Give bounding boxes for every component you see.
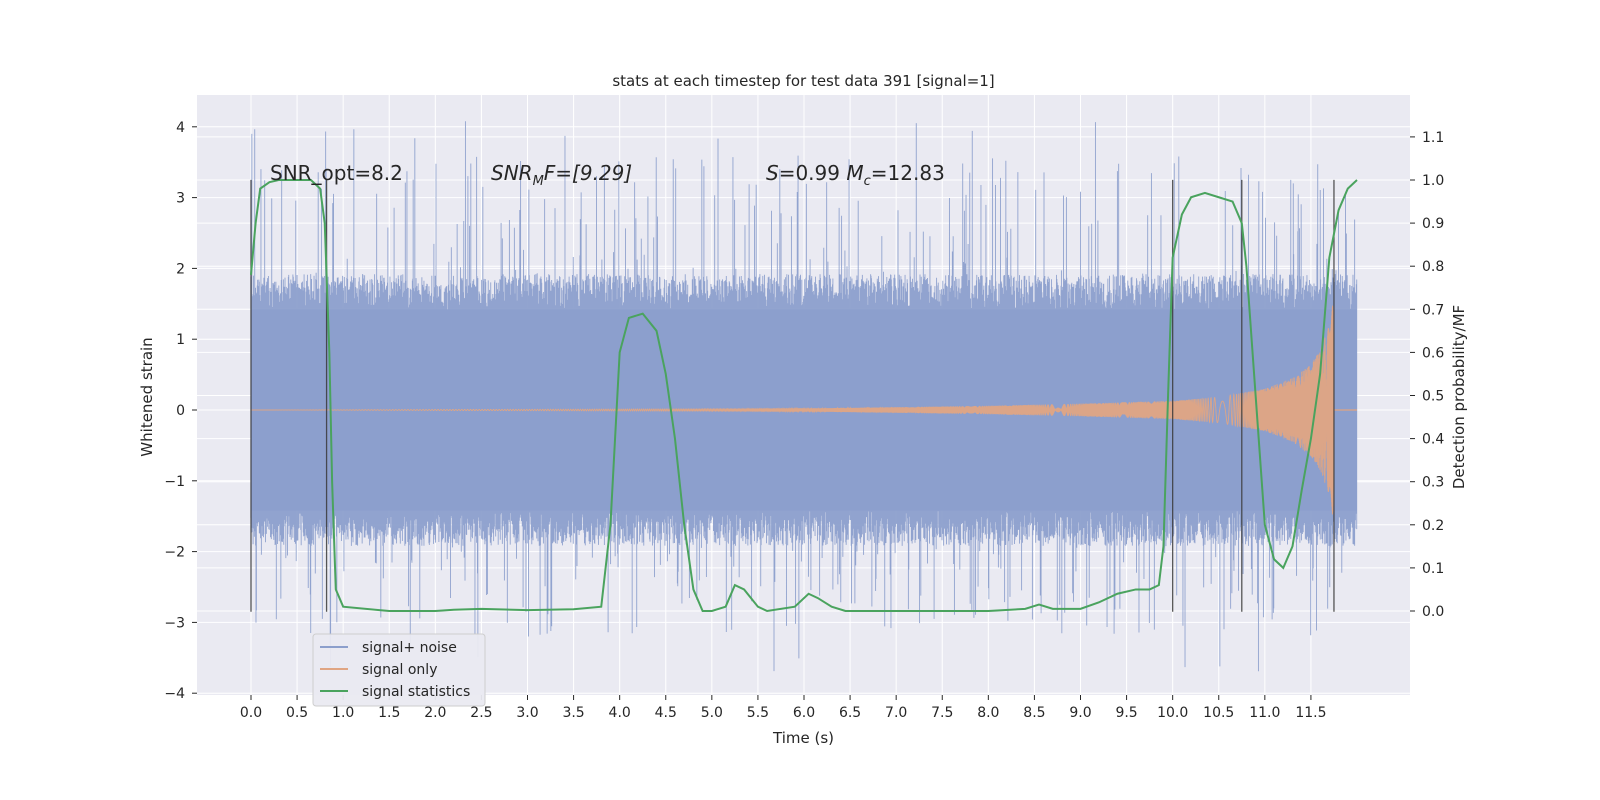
annotation-snr-mf: SNRMF=[9.29] [491, 161, 632, 189]
annotation-snr-mf-tail: F=[9.29] [544, 161, 632, 185]
y-tick-label: 0 [176, 403, 185, 419]
series-signal-statistics [250, 179, 1358, 613]
legend-label: signal+ noise [362, 640, 457, 656]
annotations: SNR_opt=8.2 SNRMF=[9.29] S=0.99 Mc=12.83 [270, 161, 945, 189]
x-tick-label: 10.0 [1157, 705, 1188, 721]
vertical-markers [250, 179, 1335, 612]
y-tick-label: 2 [176, 261, 185, 277]
annotation-s-value: =0.99 [779, 161, 847, 185]
annotation-s-mc: S=0.99 Mc=12.83 [766, 161, 945, 189]
y-right-tick-label: 0.7 [1422, 302, 1444, 318]
annotation-snr-mf-main: SNR [491, 161, 533, 185]
y-tick-label: 1 [176, 332, 185, 348]
x-tick-label: 5.5 [747, 705, 769, 721]
y-tick-label: −2 [164, 545, 185, 561]
y-right-tick-label: 0.3 [1422, 475, 1444, 491]
x-tick-label: 10.5 [1203, 705, 1234, 721]
legend: signal+ noise signal only signal statistic… [312, 633, 486, 707]
x-tick-label: 4.0 [609, 705, 631, 721]
y-tick-label: −3 [164, 615, 185, 631]
x-tick-label: 2.0 [424, 705, 446, 721]
y-right-tick-label: 1.0 [1422, 173, 1444, 189]
annotation-mc-sub: c [864, 174, 871, 189]
signal-statistics-line [250, 179, 1358, 613]
legend-box [312, 633, 486, 707]
x-tick-label: 6.0 [793, 705, 815, 721]
x-tick-label: 0.5 [286, 705, 308, 721]
y-axis-right-label: Detection probability/MF [1450, 305, 1468, 489]
annotation-mc-value: =12.83 [871, 161, 945, 185]
chart-title: stats at each timestep for test data 391… [612, 72, 994, 90]
y-right-tick-label: 0.0 [1422, 604, 1444, 620]
x-axis-label: Time (s) [772, 729, 834, 747]
y-right-tick-label: 0.2 [1422, 518, 1444, 534]
x-tick-label: 11.5 [1295, 705, 1326, 721]
y-tick-label: −1 [164, 474, 185, 490]
series-signal-only [251, 305, 1357, 515]
legend-label: signal statistics [362, 684, 470, 700]
y-right-tick-label: 0.5 [1422, 389, 1444, 405]
x-tick-label: 3.5 [562, 705, 584, 721]
x-tick-label: 8.0 [977, 705, 999, 721]
annotation-s-label: S [766, 161, 779, 185]
y-right-tick-label: 0.1 [1422, 561, 1444, 577]
x-tick-label: 8.5 [1023, 705, 1045, 721]
x-tick-label: 9.5 [1115, 705, 1137, 721]
x-tick-label: 6.5 [839, 705, 861, 721]
x-tick-label: 3.0 [516, 705, 538, 721]
y-right-tick-label: 0.8 [1422, 259, 1444, 275]
y-right-tick-label: 1.1 [1422, 130, 1444, 146]
legend-label: signal only [362, 662, 437, 678]
x-tick-label: 7.5 [931, 705, 953, 721]
x-tick-label: 7.0 [885, 705, 907, 721]
y-tick-label: −4 [164, 686, 185, 702]
axes: 0.0 0.5 1.0 1.5 2.0 2.5 3.0 3.5 4.0 4.5 5.0 5.5 6.0 6… [164, 120, 1444, 721]
y-right-tick-label: 0.6 [1422, 345, 1444, 361]
y-tick-label: 4 [176, 120, 185, 136]
y-axis-label: Whitened strain [138, 337, 156, 456]
annotation-mc-label: M [846, 161, 863, 185]
signal-only-line [251, 305, 1335, 515]
y-right-tick-label: 0.4 [1422, 432, 1444, 448]
annotation-snr-mf-sub: M [533, 174, 544, 189]
x-tick-label: 4.5 [655, 705, 677, 721]
annotation-snr-opt: SNR_opt=8.2 [270, 161, 403, 185]
x-tick-label: 0.0 [240, 705, 262, 721]
y-tick-label: 3 [176, 191, 185, 207]
x-tick-label: 2.5 [470, 705, 492, 721]
x-tick-label: 1.0 [332, 705, 354, 721]
x-tick-label: 1.5 [378, 705, 400, 721]
x-tick-label: 11.0 [1249, 705, 1280, 721]
x-tick-label: 9.0 [1069, 705, 1091, 721]
y-right-tick-label: 0.9 [1422, 216, 1444, 232]
x-tick-label: 5.0 [701, 705, 723, 721]
